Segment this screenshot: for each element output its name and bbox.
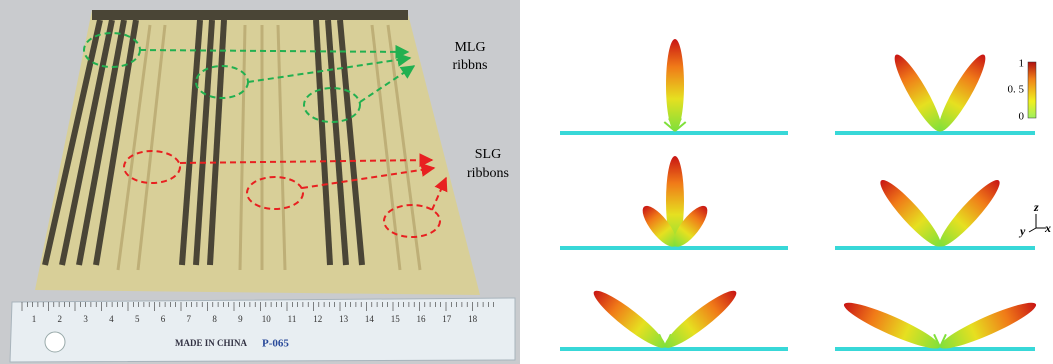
ruler-number: 6: [161, 314, 166, 324]
ruler-number: 14: [365, 314, 375, 324]
ruler-number: 15: [391, 314, 401, 324]
colorbar-label: 0: [1019, 111, 1025, 123]
ruler-number: 12: [313, 314, 322, 324]
ruler-number: 13: [339, 314, 349, 324]
ground-plane: [835, 246, 1035, 250]
slg-label: ribbons: [467, 166, 509, 181]
mlg-label: MLG: [454, 40, 485, 55]
main-lobe: [888, 50, 948, 135]
main-lobe: [840, 296, 943, 355]
main-lobe: [936, 296, 1039, 355]
radiation-patterns: [560, 39, 1040, 355]
main-lobe: [659, 284, 741, 354]
ruler-number: 18: [468, 314, 478, 324]
main-lobe: [666, 39, 684, 131]
ruler-number: 3: [83, 314, 88, 324]
colorbar: [1028, 62, 1036, 118]
ground-plane: [560, 131, 788, 135]
mlg-label: ribbns: [453, 58, 488, 73]
slg-label: SLG: [475, 147, 501, 162]
axis-label: y: [1018, 224, 1026, 238]
figure: MLG ribbns SLG ribbons 12345678910111213…: [0, 0, 1053, 364]
ruler-number: 5: [135, 314, 140, 324]
main-lobe: [932, 50, 992, 135]
ground-plane: [560, 246, 788, 250]
ruler-number: 7: [187, 314, 192, 324]
ruler-number: 10: [262, 314, 272, 324]
colorbar-label: 0. 5: [1008, 84, 1025, 96]
ruler-number: 2: [58, 314, 63, 324]
main-lobe: [589, 284, 671, 354]
ruler-number: 16: [417, 314, 427, 324]
ruler-brand: MADE IN CHINA: [175, 338, 248, 348]
ruler: [10, 298, 515, 362]
ruler-number: 1: [32, 314, 37, 324]
ground-plane: [835, 131, 1035, 135]
ruler-number: 8: [212, 314, 217, 324]
axes-icon: [1029, 214, 1046, 232]
ruler-number: 9: [238, 314, 243, 324]
axis-label: x: [1044, 221, 1051, 235]
main-lobe: [933, 175, 1005, 252]
ruler-number: 17: [442, 314, 452, 324]
ground-plane: [560, 347, 788, 351]
ruler-model: P-065: [262, 338, 289, 350]
main-lobe: [874, 175, 946, 252]
ruler-number: 11: [288, 314, 297, 324]
axis-label: z: [1033, 200, 1039, 214]
colorbar-label: 1: [1019, 58, 1025, 70]
ruler-number: 4: [109, 314, 114, 324]
